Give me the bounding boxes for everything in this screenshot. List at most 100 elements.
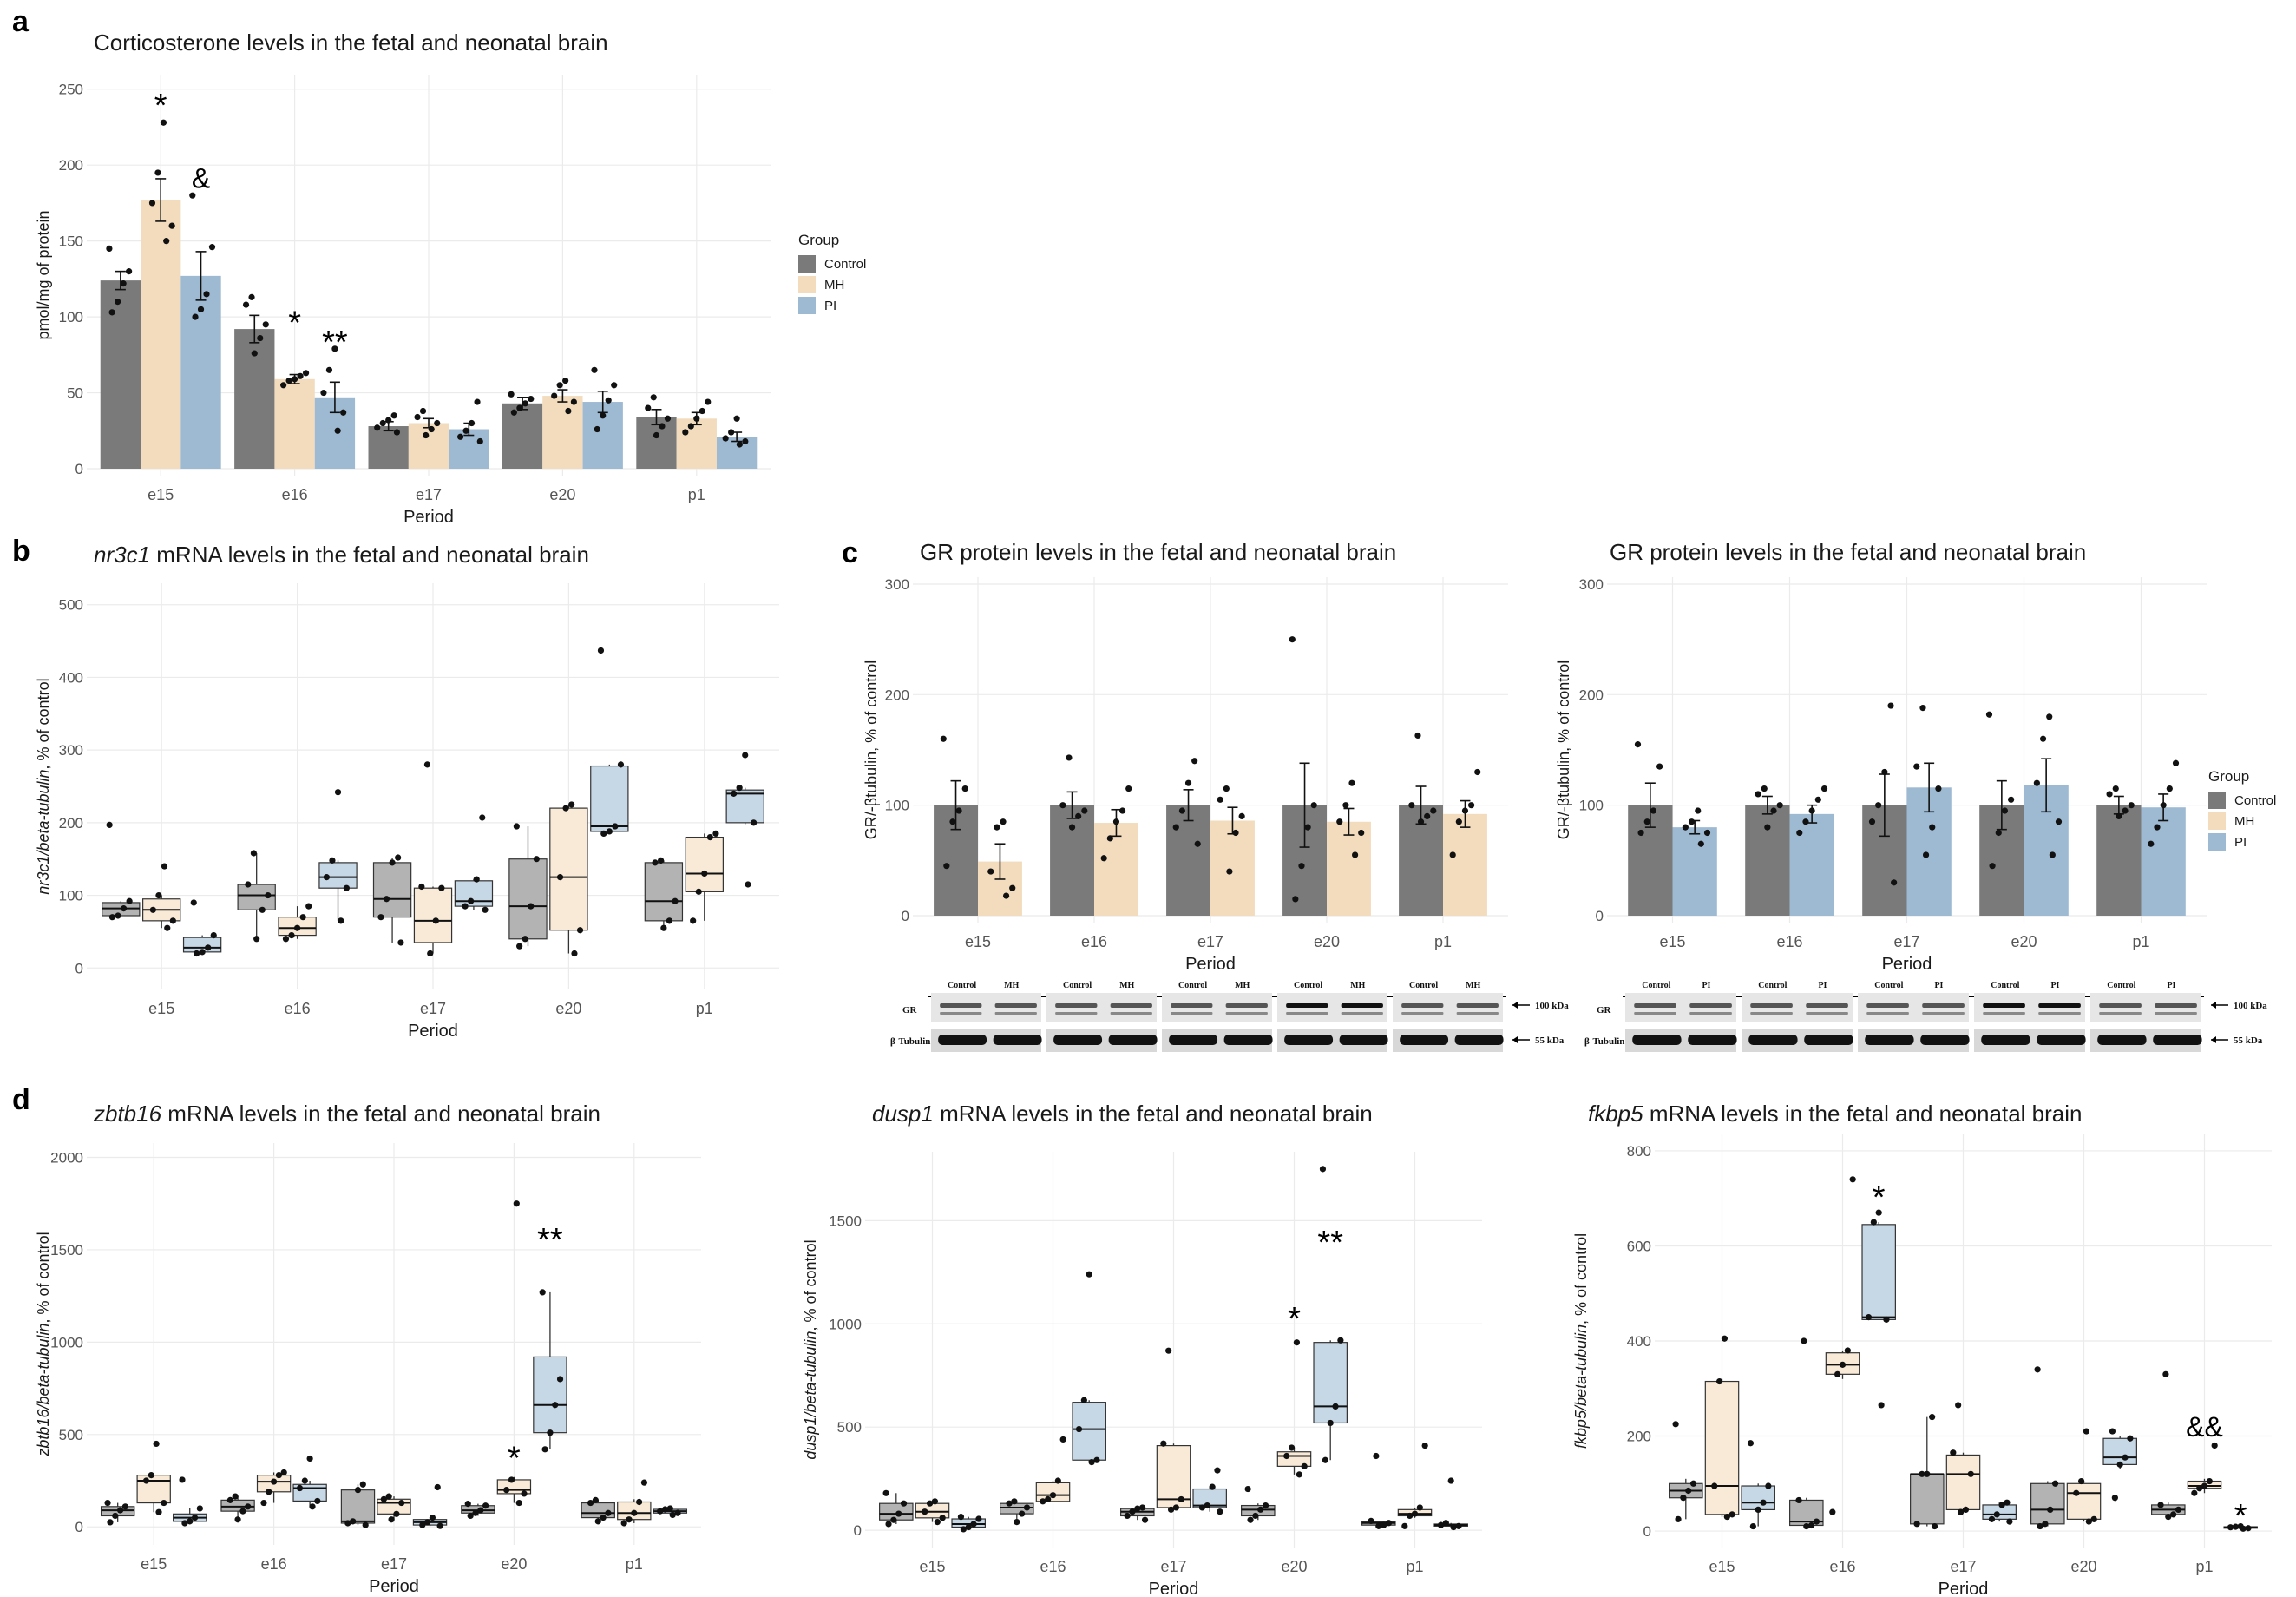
data-point — [148, 1472, 154, 1479]
series-mh — [142, 761, 724, 957]
data-point — [126, 268, 133, 275]
data-point — [1066, 754, 1073, 761]
series-mh — [915, 1339, 1433, 1529]
data-point — [427, 950, 434, 957]
x-tick-label: e20 — [549, 486, 575, 503]
legend-swatch-control — [798, 255, 816, 273]
panel-label: c — [842, 536, 858, 569]
y-tick-label: 50 — [67, 385, 83, 402]
data-point — [565, 407, 572, 415]
box-pi-e17 — [1982, 1504, 2017, 1520]
data-point — [1000, 818, 1007, 825]
data-point — [1407, 1512, 1414, 1520]
y-tick-label: 200 — [59, 157, 83, 174]
blot-gr-band-minor — [1922, 1012, 1965, 1015]
data-point — [1814, 796, 1821, 803]
data-point — [292, 376, 298, 383]
blot-lane-label: Control — [1991, 981, 2019, 990]
x-tick-label: p1 — [1434, 933, 1452, 950]
blot-gr-band-minor — [1341, 1012, 1383, 1015]
blot-gr-band-minor — [1225, 1012, 1268, 1015]
blot-size-label: 55 kDa — [1535, 1035, 1565, 1046]
data-point — [1957, 1508, 1965, 1515]
data-point — [2201, 1482, 2208, 1489]
data-point — [163, 238, 170, 245]
blot-lane-label: MH — [1235, 981, 1250, 990]
data-point — [1172, 824, 1179, 831]
bar-mh-e16 — [274, 378, 315, 469]
y-tick-label: 200 — [885, 687, 909, 703]
data-point — [1247, 1516, 1254, 1523]
significance-marker: * — [2234, 1498, 2247, 1535]
data-point — [2111, 1495, 2118, 1502]
data-point — [562, 377, 569, 384]
blot-lane-label: PI — [1818, 981, 1827, 990]
data-point — [1283, 1452, 1290, 1460]
data-point — [1993, 1511, 2000, 1518]
x-tick-label: e17 — [1950, 1558, 1976, 1575]
legend: Group Control MH PI — [2208, 768, 2276, 851]
data-point — [1697, 840, 1704, 847]
data-point — [472, 1509, 479, 1516]
data-point — [1417, 818, 1425, 825]
y-tick-label: 500 — [837, 1419, 862, 1436]
x-axis-label: Period — [369, 1577, 419, 1596]
data-point — [650, 394, 657, 401]
data-point — [508, 1476, 515, 1483]
data-point — [467, 1512, 474, 1520]
data-point — [539, 1289, 546, 1296]
data-point — [106, 245, 113, 252]
data-point — [104, 1499, 111, 1507]
data-point — [2127, 1435, 2134, 1442]
data-point — [1304, 824, 1311, 831]
box-control-e17 — [340, 1489, 376, 1524]
data-point — [987, 868, 994, 875]
x-tick-label: p1 — [688, 486, 705, 503]
blot-gr-band — [1456, 1003, 1499, 1008]
x-tick-label: e15 — [965, 933, 991, 950]
data-point — [1685, 1487, 1692, 1495]
data-point — [196, 1505, 203, 1512]
data-point — [1167, 1506, 1175, 1513]
data-point — [2049, 851, 2056, 858]
legend-label-mh: MH — [824, 278, 844, 292]
data-point — [1348, 779, 1355, 786]
blot-gr-band — [2155, 1003, 2197, 1008]
data-point — [482, 906, 489, 913]
data-point — [695, 888, 702, 895]
data-point — [1424, 812, 1431, 820]
data-point — [1437, 1521, 1445, 1528]
data-point — [612, 823, 619, 830]
data-point — [533, 856, 540, 863]
data-point — [306, 1455, 313, 1462]
data-point — [242, 301, 250, 308]
panel-label: d — [12, 1083, 30, 1116]
data-point — [1411, 1510, 1419, 1517]
data-point — [1023, 1504, 1031, 1511]
data-point — [605, 397, 612, 404]
series-mh — [141, 119, 717, 469]
series-control — [100, 1481, 615, 1528]
data-point — [1989, 863, 1996, 870]
data-point — [305, 903, 312, 910]
data-point — [1761, 785, 1768, 792]
data-point — [503, 1487, 510, 1494]
x-axis-label: Period — [403, 508, 454, 527]
data-point — [250, 850, 257, 857]
data-point — [280, 1469, 287, 1476]
data-point — [1375, 1522, 1382, 1529]
blot-gr-band-minor — [1750, 1012, 1793, 1015]
data-point — [1100, 855, 1107, 862]
data-point — [522, 400, 528, 407]
data-point — [208, 244, 216, 251]
y-tick-label: 500 — [59, 597, 83, 614]
blot-tubulin-band — [1920, 1035, 1970, 1045]
blot-lane-label: PI — [1934, 981, 1943, 990]
data-point — [1461, 807, 1469, 814]
data-point — [108, 914, 116, 921]
data-point — [2165, 1514, 2172, 1521]
data-point — [1232, 829, 1239, 837]
data-point — [736, 441, 743, 448]
y-tick-label: 0 — [902, 908, 909, 924]
x-tick-label: e16 — [282, 486, 308, 503]
